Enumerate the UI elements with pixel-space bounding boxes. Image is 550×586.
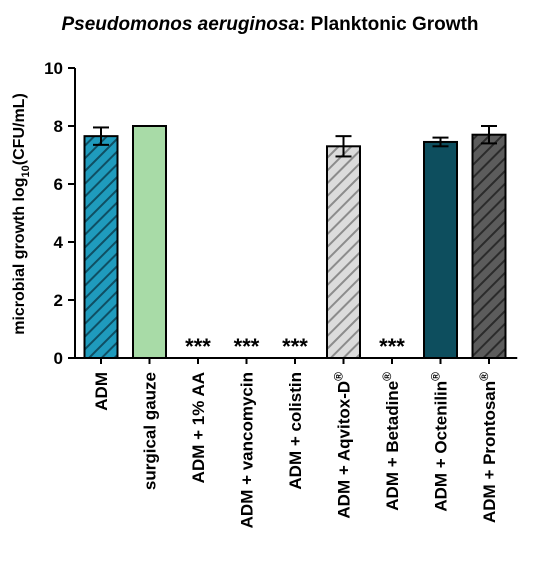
- y-tick-label: 4: [54, 233, 64, 252]
- y-tick-label: 0: [54, 349, 63, 368]
- y-tick-label: 10: [44, 59, 63, 78]
- significance-label: ***: [282, 334, 308, 359]
- category-label-text: ADM + vancomycin: [238, 372, 257, 528]
- bar: [471, 133, 507, 359]
- category-label: ADM + 1% AA: [189, 372, 208, 483]
- chart-title: Pseudomonos aeruginosa: Planktonic Growt…: [62, 14, 479, 35]
- category-label-text: ADM: [92, 372, 111, 411]
- category-label: ADM + Aqvitox-D®: [332, 372, 354, 519]
- category-label-text: ADM + colistin: [286, 372, 305, 490]
- category-label: surgical gauze: [141, 372, 160, 490]
- y-axis-label-sub: 10: [20, 165, 32, 177]
- chart-title-rest: : Planktonic Growth: [299, 14, 478, 35]
- y-axis-label-unit: (CFU/mL): [11, 93, 28, 165]
- category-label-text: ADM + Prontosan: [480, 381, 499, 523]
- category-label-text: ADM + Betadine: [383, 381, 402, 511]
- y-tick-label: 8: [54, 117, 63, 136]
- category-label-text: ADM + Aqvitox-D: [335, 381, 354, 519]
- y-axis-label: microbial growth log10(CFU/mL): [11, 93, 32, 335]
- registered-mark: ®: [332, 372, 346, 381]
- y-axis-label-main: microbial growth log: [11, 177, 28, 334]
- category-label: ADM + colistin: [286, 372, 305, 490]
- category-label: ADM + Betadine®: [380, 372, 402, 511]
- significance-label: ***: [185, 334, 211, 359]
- registered-mark: ®: [477, 372, 491, 381]
- category-label-text: ADM + 1% AA: [189, 372, 208, 483]
- significance-label: ***: [379, 334, 405, 359]
- category-label-text: surgical gauze: [141, 372, 160, 490]
- y-tick-label: 2: [54, 291, 63, 310]
- y-tick-label: 6: [54, 175, 63, 194]
- bar: [83, 135, 119, 359]
- registered-mark: ®: [429, 372, 443, 381]
- chart-title-italic: Pseudomonos aeruginosa: [62, 14, 300, 35]
- category-label: ADM: [92, 372, 111, 411]
- bar: [423, 140, 458, 359]
- category-label-text: ADM + Octenilin: [432, 381, 451, 512]
- significance-label: ***: [234, 334, 260, 359]
- bar: [326, 145, 361, 359]
- category-label: ADM + Prontosan®: [477, 372, 499, 523]
- bar: [132, 125, 167, 359]
- plot-area: 0 2 4 6 8 10 ADM surgical gauze *** ADM + 1% AA **…: [44, 59, 518, 528]
- registered-mark: ®: [380, 372, 394, 381]
- category-label: ADM + Octenilin®: [429, 372, 451, 512]
- category-label: ADM + vancomycin: [238, 372, 257, 528]
